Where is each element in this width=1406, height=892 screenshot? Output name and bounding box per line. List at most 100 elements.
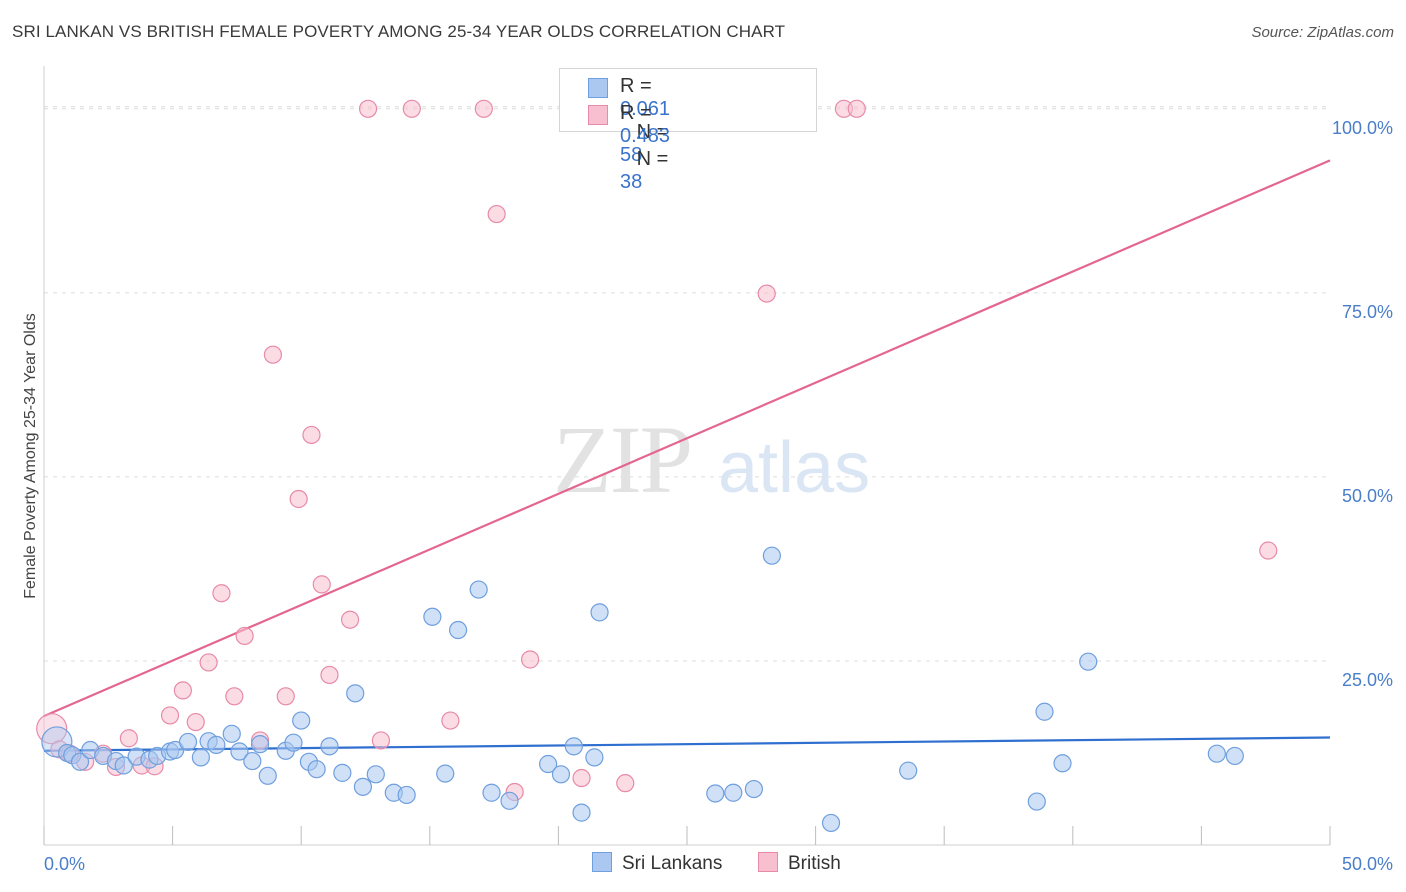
british-point bbox=[263, 345, 283, 364]
british-point bbox=[402, 99, 421, 118]
sri-lankans-point bbox=[564, 737, 583, 756]
sri-lankans-point bbox=[243, 751, 262, 771]
watermark-atlas: atlas bbox=[718, 428, 870, 508]
british-point bbox=[119, 729, 138, 748]
sri-lankans-point bbox=[366, 765, 385, 784]
sri-lankans-point bbox=[70, 752, 90, 771]
tick-labels: 25.0% 50.0% 75.0% 100.0% 0.0% 50.0% bbox=[44, 118, 1393, 874]
chart-title: SRI LANKAN VS BRITISH FEMALE POVERTY AMO… bbox=[12, 22, 786, 41]
sri-lankans-point bbox=[307, 760, 326, 779]
british-point bbox=[160, 706, 180, 725]
legend-label: British bbox=[788, 853, 841, 874]
y-tick-label: 75.0% bbox=[1342, 302, 1393, 322]
legend-n-label: N = bbox=[636, 121, 669, 143]
british-point bbox=[186, 712, 205, 732]
british-point bbox=[235, 626, 254, 646]
sri-lankans-point bbox=[585, 748, 604, 767]
sri-lankans-point bbox=[706, 784, 725, 803]
sri-lankans-point bbox=[448, 620, 468, 640]
source-label: Source: ZipAtlas.com bbox=[1251, 24, 1394, 41]
sri-lankans-point bbox=[1035, 702, 1054, 721]
british-point bbox=[289, 489, 308, 509]
sri-lankans-point bbox=[166, 740, 185, 760]
british-swatch bbox=[588, 105, 608, 125]
x-tick-label: 0.0% bbox=[44, 854, 85, 874]
sri-lankans-swatch bbox=[592, 852, 612, 872]
sri-lankans-point bbox=[500, 791, 519, 810]
legend-n-label: N = bbox=[636, 148, 669, 170]
sri-lankans-point bbox=[333, 763, 352, 782]
british-point bbox=[487, 204, 506, 224]
sri-lankans-point bbox=[1225, 746, 1244, 766]
british-swatch bbox=[758, 852, 778, 872]
sri-lankans-point bbox=[482, 783, 501, 802]
sri-lankans-point bbox=[423, 607, 442, 626]
axes bbox=[43, 66, 1331, 846]
bottom-legend-sri-lankans: Sri Lankans bbox=[592, 852, 722, 875]
british-point bbox=[36, 713, 68, 745]
british-point bbox=[474, 99, 493, 118]
sri-lankans-point bbox=[114, 756, 133, 775]
sri-lankans-point bbox=[320, 737, 339, 756]
british-point bbox=[521, 650, 540, 669]
sri-lankans-point bbox=[230, 742, 249, 761]
sri-lankans-point bbox=[222, 724, 241, 743]
british-point bbox=[212, 584, 231, 603]
british-point bbox=[340, 610, 360, 629]
sri-lankans-point bbox=[821, 813, 841, 833]
sri-lankans-point bbox=[590, 603, 609, 622]
british-trend-line bbox=[43, 159, 1331, 718]
british-point bbox=[173, 681, 192, 700]
sri-lankans-point bbox=[346, 684, 365, 703]
british-point bbox=[847, 99, 866, 118]
british-point bbox=[757, 284, 776, 303]
sri-lankans-point bbox=[250, 735, 270, 754]
sri-lankans-point bbox=[1207, 744, 1226, 763]
legend-r-value: 0.061 bbox=[620, 98, 671, 120]
sri-lankans-point bbox=[1053, 754, 1072, 773]
sri-lankans-point bbox=[744, 779, 763, 799]
y-tick-label: 25.0% bbox=[1342, 670, 1393, 690]
stats-legend: R = 0.061 N = 58 R = 0.483 N = 38 bbox=[559, 68, 817, 193]
sri-lankans-point bbox=[1079, 652, 1098, 671]
british-point bbox=[358, 99, 378, 118]
legend-n-value: 58 bbox=[620, 144, 643, 166]
british-point bbox=[1259, 541, 1278, 560]
british-point bbox=[225, 687, 244, 706]
gridlines bbox=[44, 106, 1330, 662]
sri-lankans-point bbox=[551, 765, 571, 784]
legend-r-label: R = bbox=[620, 75, 652, 97]
legend-r-label: R = bbox=[620, 102, 652, 124]
sri-lankans-point bbox=[1027, 792, 1046, 811]
bottom-legend-british: British bbox=[758, 852, 841, 875]
sri-lankans-point bbox=[353, 777, 373, 796]
british-point bbox=[572, 768, 591, 788]
sri-lankans-point bbox=[469, 580, 488, 599]
british-point bbox=[302, 425, 321, 445]
sri-lankans-point bbox=[436, 764, 455, 783]
sri-lankans-point bbox=[572, 803, 591, 822]
sri-lankans-point bbox=[207, 735, 226, 754]
legend-label: Sri Lankans bbox=[622, 853, 723, 874]
british-point bbox=[312, 575, 331, 594]
data-points bbox=[36, 99, 1278, 833]
british-point bbox=[276, 687, 295, 706]
sri-lankans-point bbox=[539, 754, 558, 774]
sri-lankans-swatch bbox=[588, 78, 608, 98]
x-tick-label: 50.0% bbox=[1342, 854, 1393, 874]
legend-r-value: 0.483 bbox=[620, 125, 671, 147]
sri-lankans-point bbox=[292, 711, 311, 730]
sri-lankans-point bbox=[191, 748, 210, 767]
sri-lankans-point bbox=[724, 783, 743, 802]
british-point bbox=[616, 774, 635, 793]
sri-lankans-point bbox=[178, 732, 198, 752]
sri-lankans-point bbox=[899, 761, 918, 780]
watermark-zip: ZIP bbox=[553, 406, 691, 513]
british-point bbox=[441, 711, 460, 730]
y-tick-label: 50.0% bbox=[1342, 486, 1393, 506]
british-point bbox=[371, 731, 391, 750]
zipatlas-watermark: ZIP atlas bbox=[553, 406, 870, 513]
british-point bbox=[320, 665, 339, 685]
y-tick-label: 100.0% bbox=[1332, 118, 1393, 138]
